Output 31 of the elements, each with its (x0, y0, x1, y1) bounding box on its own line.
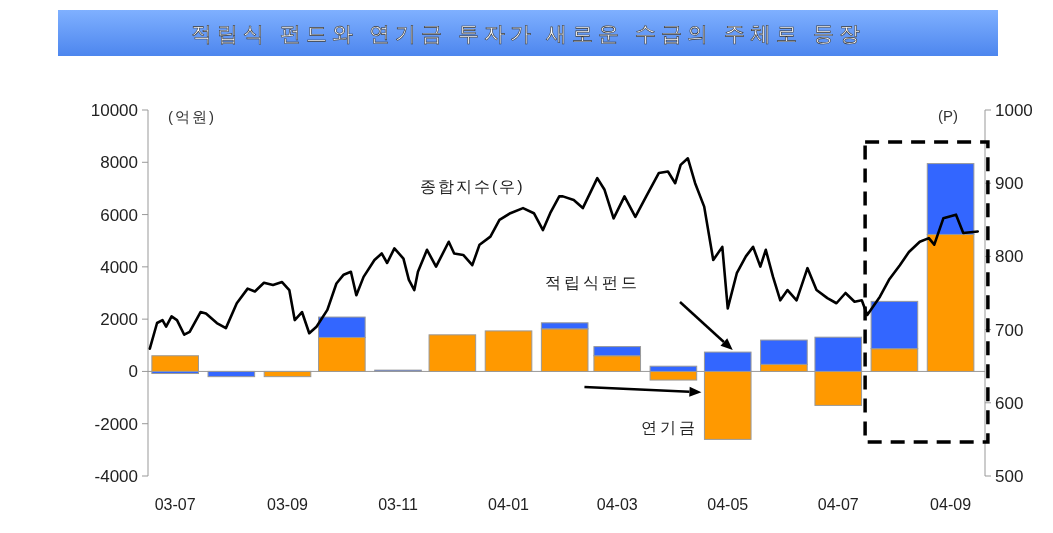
x-tick-label: 04-05 (707, 496, 749, 513)
bar (649, 370, 698, 381)
y-tick-label: 6000 (100, 205, 138, 225)
chart-title: 적립식 펀드와 연기금 투자가 새로운 수급의 주체로 등장 (191, 22, 865, 45)
y-tick-label: 8000 (100, 153, 138, 173)
x-tick-label: 04-01 (488, 496, 530, 513)
x-tick-label: 04-07 (817, 496, 859, 513)
x-tick-label: 03-07 (154, 496, 196, 513)
series-label: 종합지수(우) (420, 178, 525, 195)
y2-axis-title: (P) (938, 107, 958, 124)
series-label: 연기금 (641, 418, 699, 436)
y2-tick-label: 700 (995, 320, 1024, 340)
bar (151, 355, 199, 372)
x-tick-label: 03-09 (267, 496, 309, 513)
y2-tick-label: 600 (995, 393, 1024, 413)
y-axis-title: (억원) (168, 108, 216, 125)
x-tick-label: 04-03 (596, 496, 638, 513)
x-tick-label: 03-11 (378, 496, 418, 513)
y2-tick-label: 1000 (995, 101, 1033, 120)
y-tick-label: -2000 (94, 414, 138, 434)
y-tick-label: 0 (128, 362, 138, 382)
y2-tick-label: 900 (995, 174, 1024, 194)
y-tick-label: 4000 (100, 257, 138, 277)
y-tick-label: 10000 (90, 101, 138, 120)
y-tick-label: -4000 (94, 467, 138, 486)
line-series (148, 157, 980, 350)
y2-tick-label: 800 (995, 247, 1024, 267)
y-tick-label: 2000 (100, 310, 138, 330)
x-tick-label: 04-09 (930, 496, 972, 513)
y2-tick-label: 500 (995, 467, 1024, 486)
series-label: 적립식펀드 (545, 274, 640, 291)
